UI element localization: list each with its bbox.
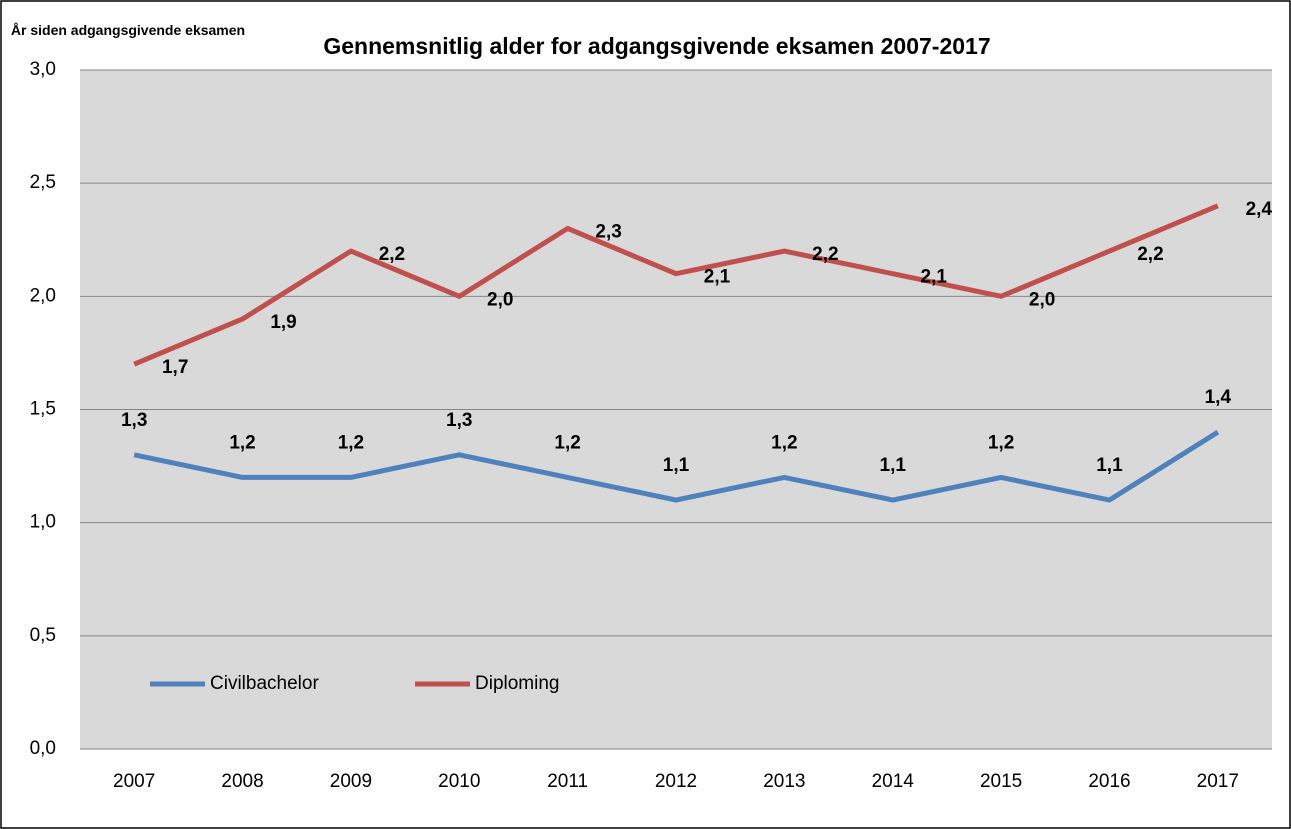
data-label: 1,3: [121, 410, 147, 431]
data-label: 2,0: [487, 289, 513, 310]
data-label: 1,1: [1096, 455, 1123, 476]
x-tick-label: 2010: [438, 771, 480, 792]
data-label: 2,0: [1029, 289, 1055, 310]
data-label: 1,2: [229, 432, 255, 453]
x-tick-label: 2015: [980, 771, 1022, 792]
y-tick-label: 1,0: [30, 512, 56, 533]
legend-label: Diploming: [475, 673, 559, 694]
data-label: 1,2: [338, 432, 364, 453]
data-label: 1,2: [554, 432, 580, 453]
series-line: [133, 430, 1220, 503]
series-line: [133, 203, 1219, 367]
data-label: 2,4: [1246, 199, 1273, 220]
data-label: 1,1: [880, 455, 907, 476]
x-tick-label: 2012: [655, 771, 697, 792]
x-tick-label: 2008: [221, 771, 263, 792]
data-label: 1,1: [663, 455, 690, 476]
data-label: 2,3: [595, 221, 621, 242]
y-tick-label: 2,0: [30, 285, 56, 306]
data-label: 1,7: [162, 357, 188, 378]
chart-title: Gennemsnitlig alder for adgangsgivende e…: [323, 33, 990, 59]
x-tick-label: 2009: [330, 771, 372, 792]
data-label: 2,1: [704, 267, 731, 288]
x-tick-label: 2016: [1088, 771, 1130, 792]
x-tick-label: 2007: [113, 771, 155, 792]
data-label: 2,1: [921, 267, 948, 288]
x-tick-label: 2017: [1197, 771, 1239, 792]
y-tick-label: 3,0: [30, 59, 56, 80]
data-label: 2,2: [1137, 244, 1163, 265]
data-label: 2,2: [379, 244, 405, 265]
x-tick-label: 2013: [763, 771, 805, 792]
data-label: 1,4: [1205, 387, 1232, 408]
y-tick-label: 0,0: [30, 738, 56, 759]
y-tick-label: 2,5: [30, 172, 56, 193]
data-label: 1,3: [446, 410, 472, 431]
data-label: 1,2: [988, 432, 1014, 453]
legend-label: Civilbachelor: [210, 673, 319, 694]
y-tick-label: 1,5: [30, 399, 56, 420]
data-label: 1,2: [771, 432, 797, 453]
y-axis-label: År siden adgangsgivende eksamen: [10, 22, 246, 38]
x-tick-label: 2011: [547, 771, 588, 792]
data-label: 2,2: [812, 244, 838, 265]
x-tick-label: 2014: [872, 771, 915, 792]
data-label: 1,9: [270, 312, 296, 333]
y-tick-label: 0,5: [30, 625, 56, 646]
